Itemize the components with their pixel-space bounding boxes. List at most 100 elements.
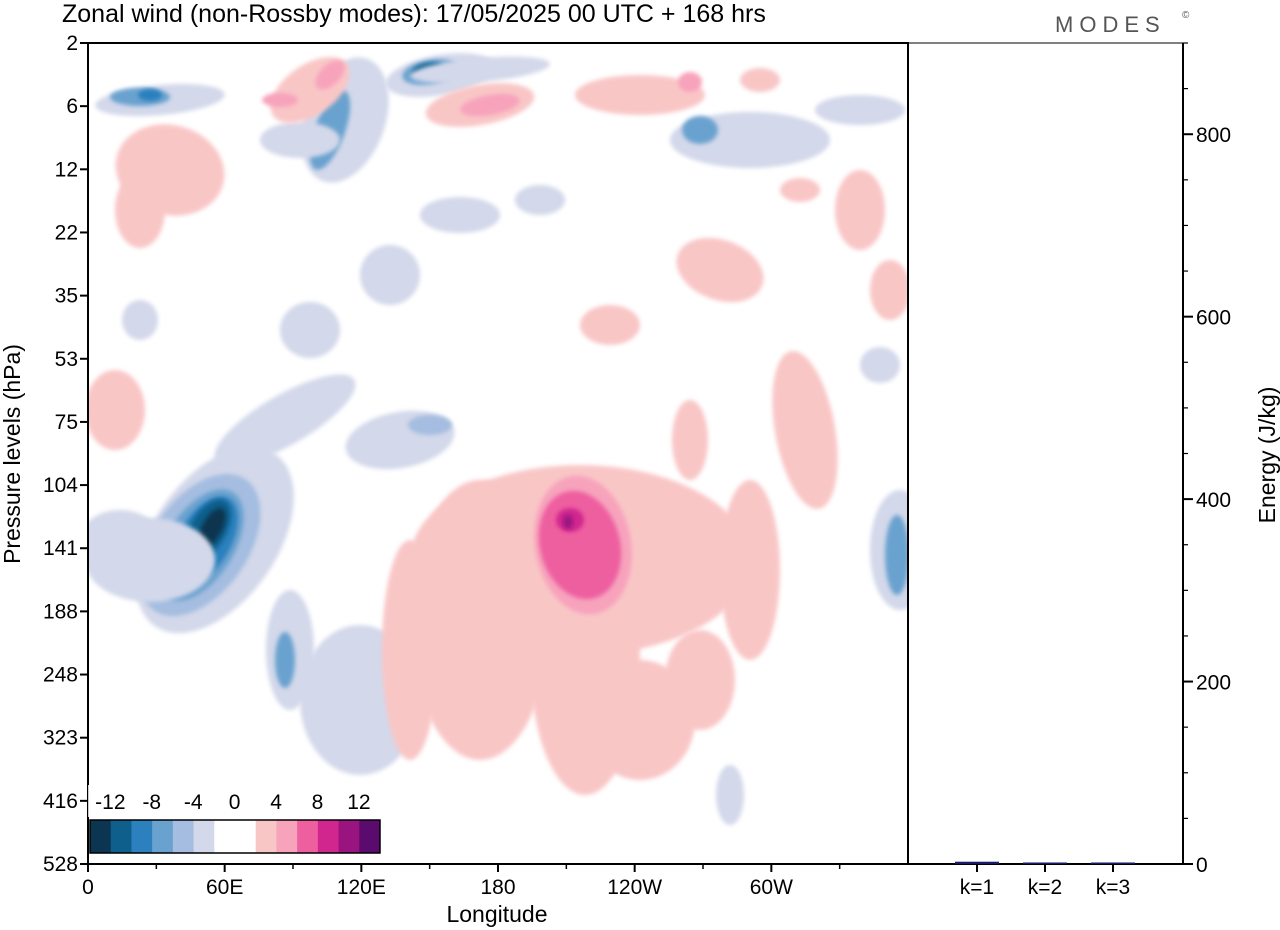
colorbar-swatch	[297, 820, 319, 853]
energy-tick-label: 400	[1196, 489, 1231, 512]
westerly-contour	[740, 68, 780, 92]
energy-axis: 0 200 400 600 800	[1183, 42, 1231, 877]
colorbar-label: 12	[347, 791, 370, 814]
easterly-contour	[360, 245, 420, 305]
westerly-contour	[315, 60, 345, 90]
brand-copyright-mark: ©	[1182, 10, 1190, 21]
easterly-contour	[860, 347, 900, 383]
colorbar-label: -12	[95, 791, 125, 814]
westerly-contour	[835, 170, 885, 250]
westerly-contour	[678, 72, 702, 92]
energy-category-label: k=2	[1028, 876, 1062, 899]
y-tick-label: 12	[55, 158, 78, 181]
x-tick-label: 120E	[337, 876, 386, 899]
colorbar-swatch	[110, 820, 132, 853]
energy-tick-label: 600	[1196, 307, 1231, 330]
y-tick-label: 416	[43, 790, 78, 813]
y-tick-label: 104	[43, 474, 78, 497]
westerly-contour	[460, 93, 520, 117]
westerly-contour	[672, 400, 708, 480]
energy-category-label: k=1	[960, 876, 994, 899]
colorbar-swatch	[90, 820, 112, 853]
y-tick-label: 188	[43, 600, 78, 623]
easterly-contour	[410, 56, 550, 84]
westerly-contour	[870, 260, 908, 320]
colorbar: -12 -8 -4 0 4 8 12	[88, 785, 382, 854]
colorbar-swatch	[317, 820, 340, 853]
y-tick-label: 528	[43, 853, 78, 876]
colorbar-label-backdrop	[88, 785, 382, 817]
colorbar-swatch	[255, 820, 277, 853]
energy-bar	[955, 861, 999, 864]
x-tick-label: 60W	[750, 876, 793, 899]
y-tick-label: 6	[66, 95, 78, 118]
easterly-contour	[88, 510, 160, 570]
colorbar-label: 0	[229, 791, 241, 814]
colorbar-swatch	[235, 820, 257, 853]
y-tick-label: 323	[43, 727, 78, 750]
y-tick-label: 22	[55, 221, 78, 244]
westerly-contour	[772, 351, 838, 509]
westerly-contour	[780, 178, 820, 202]
colorbar-swatch	[276, 820, 298, 853]
x-axis-label: Longitude	[446, 901, 547, 927]
colorbar-swatch	[193, 820, 215, 853]
x-tick-label: 180	[480, 876, 515, 899]
colorbar-swatch	[152, 820, 174, 853]
longitude-axis: 0 60E 120E 180 120W 60W	[82, 864, 841, 899]
westerly-contour	[262, 93, 298, 107]
easterly-contour	[138, 89, 162, 101]
easterly-contour	[214, 374, 356, 466]
easterly-contour	[260, 122, 340, 158]
colorbar-border	[89, 819, 381, 854]
colorbar-swatch	[338, 820, 360, 853]
y-tick-label: 2	[66, 32, 78, 55]
y-axis-label: Pressure levels (hPa)	[0, 344, 25, 564]
energy-bar	[1023, 862, 1067, 864]
westerly-contour	[115, 172, 165, 248]
westerly-contour	[580, 305, 640, 345]
x-tick-label: 120W	[607, 876, 662, 899]
easterly-contour	[275, 632, 295, 688]
colorbar-label: 4	[270, 791, 282, 814]
westerly-contour	[676, 237, 764, 303]
y-tick-label: 53	[55, 348, 78, 371]
easterly-contour	[815, 95, 905, 125]
easterly-contour	[515, 185, 565, 215]
brand-logo: MODES	[1055, 12, 1166, 37]
westerly-contour	[410, 480, 550, 760]
easterly-contour	[280, 302, 340, 358]
westerly-contour	[88, 370, 145, 450]
easterly-contour	[345, 410, 455, 470]
energy-axis-label: Energy (J/kg)	[1254, 387, 1280, 524]
y-tick-label: 141	[43, 537, 78, 560]
wind-field	[88, 53, 908, 825]
energy-bars: k=1 k=2 k=3	[955, 861, 1135, 899]
easterly-contour	[420, 197, 500, 233]
westerly-contour	[575, 75, 705, 115]
colorbar-label: 8	[312, 791, 324, 814]
x-tick-label: 0	[82, 876, 94, 899]
easterly-contour	[885, 515, 908, 595]
colorbar-swatch	[172, 820, 195, 853]
y-tick-label: 248	[43, 664, 78, 687]
energy-tick-label: 200	[1196, 672, 1231, 695]
westerly-contour	[720, 480, 780, 660]
westerly-contour	[665, 630, 735, 730]
energy-bar	[1091, 862, 1135, 864]
energy-tick-label: 800	[1196, 124, 1231, 147]
westerly-contour	[382, 540, 438, 760]
x-tick-label: 60E	[206, 876, 243, 899]
easterly-contour	[408, 415, 452, 435]
westerly-contour	[563, 515, 573, 529]
chart-title: Zonal wind (non-Rossby modes): 17/05/202…	[62, 0, 766, 28]
energy-tick-label: 0	[1196, 854, 1208, 877]
pressure-axis: 2 6 12 22 35 53 75 104 141 188 248 323 416 528	[43, 32, 88, 876]
y-tick-label: 75	[55, 411, 78, 434]
easterly-contour	[122, 300, 158, 340]
y-tick-label: 35	[55, 285, 78, 308]
colorbar-label: -8	[142, 791, 161, 814]
colorbar-swatch	[359, 820, 381, 853]
colorbar-label: -4	[184, 791, 203, 814]
